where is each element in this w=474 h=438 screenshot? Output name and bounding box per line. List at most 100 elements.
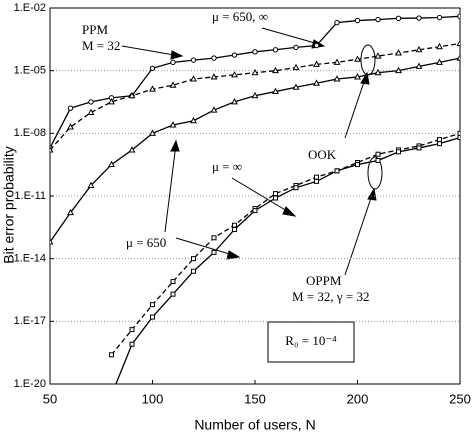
- marker: [110, 393, 114, 397]
- arrow-head: [360, 71, 370, 85]
- annotation: PPM: [82, 22, 108, 37]
- marker: [170, 279, 176, 285]
- marker: [129, 341, 135, 347]
- marker: [88, 99, 94, 105]
- marker: [190, 116, 197, 124]
- series-line: [50, 15, 460, 149]
- marker: [150, 302, 155, 308]
- marker: [354, 73, 361, 80]
- marker: [170, 291, 176, 297]
- marker: [150, 314, 155, 320]
- marker: [251, 68, 259, 76]
- marker: [191, 268, 196, 274]
- arrow-head: [170, 50, 184, 60]
- marker: [109, 352, 114, 358]
- marker: [416, 15, 422, 21]
- marker: [375, 151, 381, 157]
- marker: [437, 137, 442, 143]
- marker: [395, 49, 402, 56]
- marker: [313, 42, 320, 49]
- marker: [149, 85, 156, 92]
- marker: [395, 66, 402, 74]
- marker: [374, 68, 382, 76]
- marker: [457, 135, 460, 141]
- y-tick-label: 1.E-08: [14, 127, 46, 139]
- ellipse: [367, 156, 383, 190]
- marker: [293, 185, 299, 191]
- arrow: [175, 237, 237, 257]
- marker: [210, 73, 218, 80]
- marker: [232, 226, 237, 232]
- marker: [50, 146, 54, 153]
- y-axis-title: Bit error probability: [1, 146, 17, 264]
- arrow-head: [170, 139, 180, 152]
- arrow: [261, 27, 323, 46]
- plot-area: [50, 13, 460, 397]
- marker: [210, 106, 218, 113]
- marker: [67, 208, 74, 216]
- marker: [108, 160, 115, 168]
- y-tick-label: 1.E-17: [14, 315, 46, 327]
- annotation: μ = 650, ∞: [212, 9, 268, 24]
- marker: [292, 83, 300, 90]
- marker: [67, 105, 74, 111]
- marker: [252, 49, 258, 55]
- marker: [252, 208, 258, 214]
- marker: [313, 60, 320, 67]
- arrow: [121, 45, 181, 57]
- arrow-head: [226, 250, 241, 260]
- marker: [190, 57, 197, 63]
- y-tick-label: 1.E-05: [14, 65, 46, 77]
- marker: [355, 162, 360, 168]
- x-tick-label: 150: [244, 391, 266, 406]
- marker: [437, 141, 442, 147]
- marker: [272, 66, 279, 74]
- marker: [191, 256, 196, 262]
- marker: [375, 16, 381, 23]
- arrow-head: [367, 187, 377, 201]
- arrow: [344, 75, 367, 139]
- marker: [456, 39, 460, 46]
- arrow-head: [282, 206, 297, 217]
- marker: [354, 17, 361, 24]
- marker: [67, 123, 74, 130]
- x-axis-title: Number of users, N: [194, 417, 315, 433]
- marker: [456, 54, 460, 61]
- marker: [333, 75, 341, 82]
- annotation: OPPM: [306, 273, 342, 288]
- marker: [108, 98, 115, 105]
- x-tick-label: 200: [347, 391, 369, 406]
- marker: [333, 58, 341, 65]
- marker: [251, 91, 259, 99]
- marker: [374, 52, 382, 59]
- marker: [457, 130, 460, 136]
- marker: [314, 174, 319, 180]
- marker: [190, 75, 197, 82]
- marker: [375, 158, 381, 164]
- y-tick-label: 1.E-14: [14, 253, 46, 265]
- marker: [169, 121, 177, 128]
- x-tick-label: 250: [449, 391, 471, 406]
- marker: [231, 52, 238, 58]
- arrow: [164, 143, 177, 233]
- arrow: [344, 191, 374, 276]
- annotation: M = 32, γ = 32: [292, 289, 369, 304]
- x-tick-label: 100: [142, 391, 164, 406]
- y-tick-label: 1.E-02: [14, 2, 46, 14]
- marker: [436, 58, 443, 65]
- marker: [272, 87, 279, 95]
- marker: [231, 71, 238, 78]
- marker: [314, 178, 319, 184]
- annotation: μ = 650: [126, 235, 166, 250]
- marker: [292, 63, 300, 71]
- annotation: OOK: [308, 147, 337, 162]
- x-tick-label: 50: [43, 391, 57, 406]
- marker: [211, 249, 217, 255]
- marker: [334, 19, 340, 26]
- marker: [87, 108, 95, 115]
- annotation: R₀ = 10⁻⁴: [285, 333, 337, 348]
- marker: [436, 14, 443, 21]
- marker: [129, 327, 135, 333]
